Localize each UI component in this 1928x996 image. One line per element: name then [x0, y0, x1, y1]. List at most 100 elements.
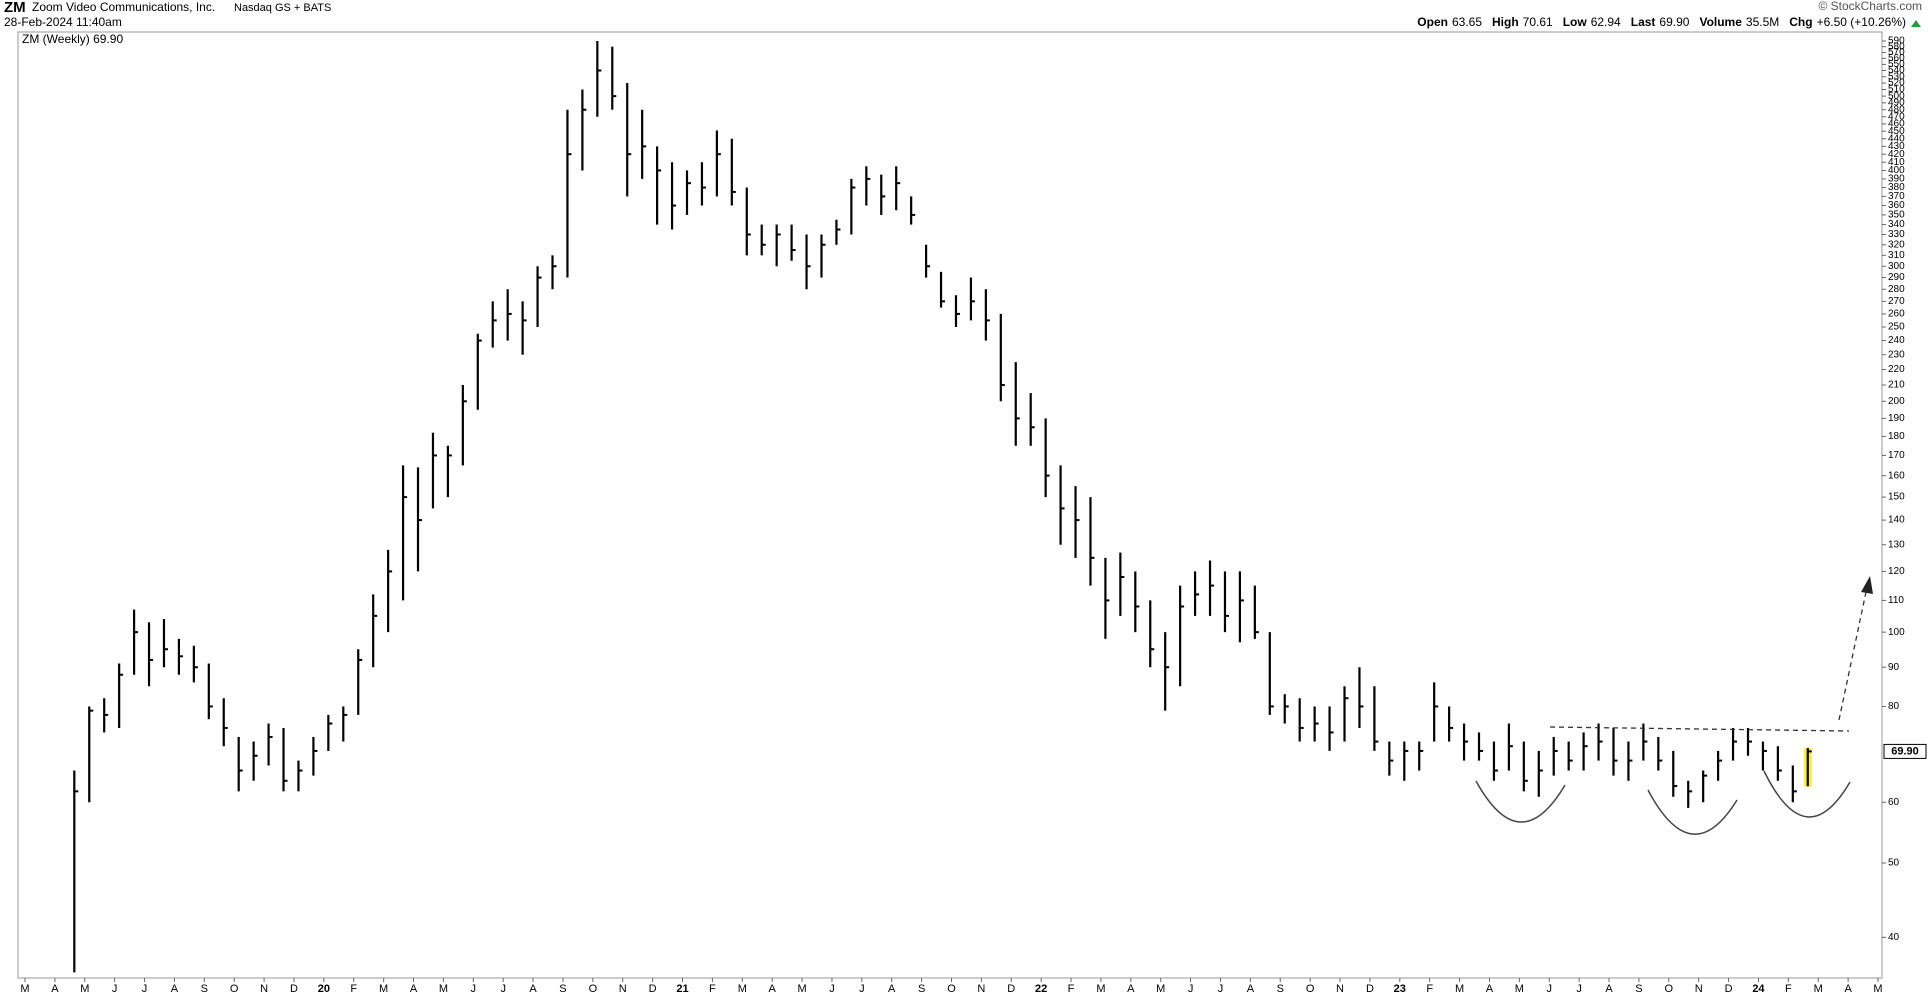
y-tick-label: 310: [1888, 250, 1905, 261]
y-tick-label: 550: [1888, 59, 1905, 70]
x-tick-label: A: [51, 983, 59, 995]
x-tick-label: A: [1605, 983, 1613, 995]
x-tick-label: M: [20, 983, 29, 995]
x-tick-label: D: [649, 983, 657, 995]
y-tick-label: 120: [1888, 566, 1905, 577]
x-tick-label: 24: [1752, 983, 1765, 995]
x-tick-label: J: [142, 983, 148, 995]
y-tick-label: 170: [1888, 450, 1905, 461]
x-tick-label: F: [1426, 983, 1433, 995]
y-tick-label: 130: [1888, 539, 1905, 550]
y-tick-label: 150: [1888, 492, 1905, 503]
y-tick-label: 590: [1888, 36, 1905, 47]
x-tick-label: S: [918, 983, 925, 995]
x-tick-label: J: [1546, 983, 1552, 995]
y-tick-label: 450: [1888, 126, 1905, 137]
x-tick-label: A: [529, 983, 537, 995]
quote-bar: Open 63.65 High 70.61 Low 62.94 Last 69.90 Volum…: [1417, 15, 1906, 29]
x-tick-label: O: [1306, 983, 1315, 995]
x-tick-label: J: [471, 983, 477, 995]
y-tick-label: 260: [1888, 309, 1905, 320]
x-tick-label: O: [1665, 983, 1674, 995]
y-tick-label: 40: [1888, 932, 1900, 943]
y-tick-label: 50: [1888, 858, 1900, 869]
x-tick-label: D: [1007, 983, 1015, 995]
x-tick-label: F: [1785, 983, 1792, 995]
x-tick-label: M: [1873, 983, 1882, 995]
y-tick-label: 60: [1888, 797, 1900, 808]
last-price-box: [1883, 743, 1927, 759]
y-tick-label: 90: [1888, 662, 1900, 673]
company-name: Zoom Video Communications, Inc.: [32, 0, 215, 14]
y-tick-label: 190: [1888, 413, 1905, 424]
x-tick-label: 21: [676, 983, 688, 995]
y-tick-label: 500: [1888, 91, 1905, 102]
y-tick-label: 580: [1888, 41, 1905, 52]
y-tick-label: 540: [1888, 65, 1905, 76]
x-tick-label: M: [1156, 983, 1165, 995]
x-tick-label: N: [260, 983, 268, 995]
y-tick-label: 420: [1888, 149, 1905, 160]
quote-label: Volume: [1699, 15, 1742, 29]
x-tick-label: A: [769, 983, 777, 995]
y-tick-label: 460: [1888, 119, 1905, 130]
x-tick-label: F: [350, 983, 357, 995]
x-tick-label: M: [1096, 983, 1105, 995]
y-tick-label: 320: [1888, 239, 1905, 250]
y-tick-label: 470: [1888, 111, 1905, 122]
y-tick-label: 410: [1888, 157, 1905, 168]
y-tick-label: 220: [1888, 364, 1905, 375]
y-tick-label: 510: [1888, 84, 1905, 95]
y-tick-label: 80: [1888, 701, 1900, 712]
x-tick-label: D: [1366, 983, 1374, 995]
y-tick-label: 390: [1888, 174, 1905, 185]
x-tick-label: N: [977, 983, 985, 995]
y-tick-label: 300: [1888, 261, 1905, 272]
x-tick-label: 20: [318, 983, 330, 995]
x-tick-label: D: [1725, 983, 1733, 995]
y-tick-label: 520: [1888, 78, 1905, 89]
quote-label: Last: [1631, 15, 1656, 29]
y-tick-label: 250: [1888, 322, 1905, 333]
x-tick-label: 23: [1394, 983, 1406, 995]
x-tick-label: O: [589, 983, 598, 995]
y-tick-label: 400: [1888, 165, 1905, 176]
x-tick-label: D: [290, 983, 298, 995]
x-tick-label: O: [947, 983, 956, 995]
quote-value: 69.90: [1659, 15, 1689, 29]
x-tick-label: M: [738, 983, 747, 995]
quote-label: Chg: [1789, 15, 1812, 29]
y-tick-label: 240: [1888, 335, 1905, 346]
x-tick-label: O: [230, 983, 239, 995]
quote-value: +6.50 (+10.26%): [1817, 15, 1906, 29]
source: © StockCharts.com: [1818, 0, 1922, 13]
quote-value: 63.65: [1452, 15, 1482, 29]
y-tick-label: 160: [1888, 470, 1905, 481]
x-tick-label: J: [1218, 983, 1224, 995]
x-tick-label: M: [439, 983, 448, 995]
x-tick-label: J: [859, 983, 865, 995]
plot-frame: [17, 31, 1883, 979]
timestamp: 28-Feb-2024 11:40am: [4, 15, 122, 29]
x-tick-label: J: [500, 983, 506, 995]
quote-value: 70.61: [1523, 15, 1553, 29]
x-tick-label: M: [379, 983, 388, 995]
y-tick-label: 230: [1888, 349, 1905, 360]
quote-label: Low: [1563, 15, 1588, 29]
y-tick-label: 490: [1888, 97, 1905, 108]
x-tick-label: A: [1247, 983, 1255, 995]
y-tick-label: 350: [1888, 210, 1905, 221]
x-tick-label: S: [1635, 983, 1642, 995]
x-tick-label: 22: [1035, 983, 1047, 995]
exchange: Nasdaq GS + BATS: [234, 2, 331, 14]
ticks: 40 50 60 80 90 100 110 120 130 140 150 160 170 180 190…: [20, 36, 1905, 995]
x-tick-label: M: [797, 983, 806, 995]
x-tick-label: A: [171, 983, 179, 995]
x-tick-label: M: [1814, 983, 1823, 995]
cup-arc: [1475, 780, 1566, 823]
x-tick-label: M: [1455, 983, 1464, 995]
y-tick-label: 430: [1888, 141, 1905, 152]
x-tick-label: N: [619, 983, 627, 995]
x-tick-label: J: [1188, 983, 1194, 995]
cup-arc: [1647, 789, 1738, 835]
